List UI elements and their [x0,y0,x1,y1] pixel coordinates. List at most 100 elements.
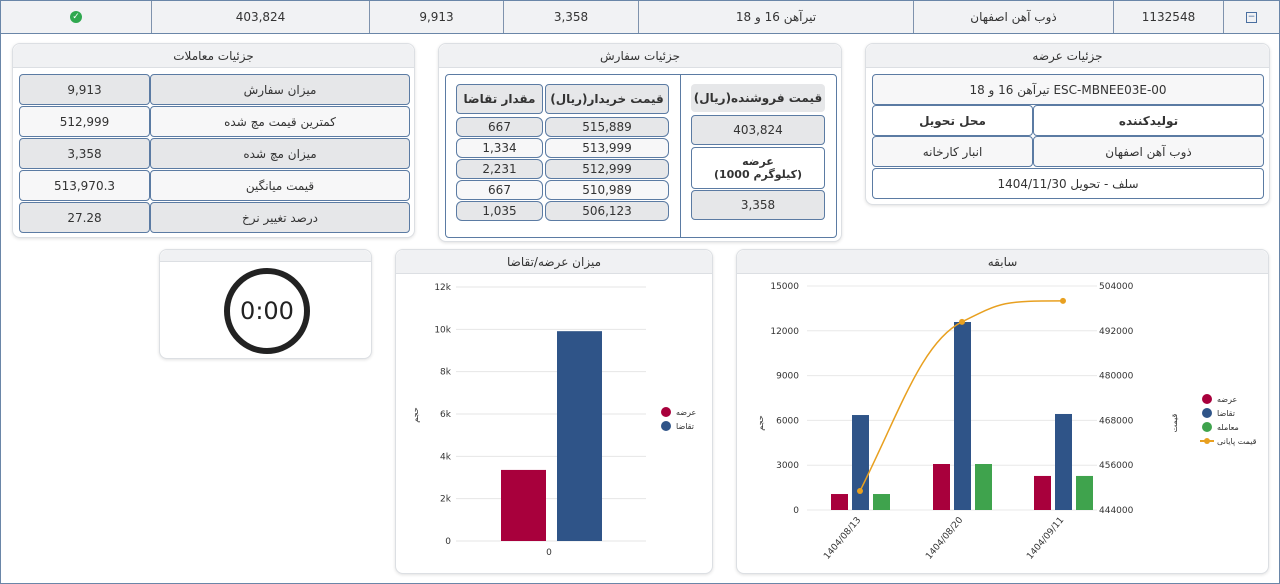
bar-2-0 [873,494,890,510]
supply-details-panel: جزئیات عرضه تیرآهن 16 و 18 ESC-MBNEE03E-… [865,43,1270,205]
producer-value: ذوب آهن اصفهان [1033,136,1264,167]
supply-unit-label: (1000 کیلوگرم) [713,168,803,181]
seller-price-value: 403,824 [691,115,825,145]
seller-price-header: قیمت فروشنده(ریال) [691,84,825,112]
panel-title: جزئیات سفارش [439,44,841,68]
minus-square-icon[interactable]: − [1246,11,1257,23]
bar-1-0 [852,415,869,510]
bar-2-1 [975,464,992,510]
y-tick-label: 15000 [770,282,799,292]
trade-value: 27.28 [19,202,150,233]
x-tick-label: 1404/08/20 [924,515,965,561]
trade-value: 3,358 [19,138,150,169]
legend-label: تقاضا [1217,409,1235,418]
trade-value: 513,970.3 [19,170,150,201]
timer-panel: 0:00 [159,249,372,359]
trade-details-panel: جزئیات معاملات 9,913 میزان سفارش 512,999 … [12,43,415,238]
x-tick-label: 1404/09/11 [1025,516,1066,562]
bar-0-1 [933,464,950,510]
y-tick-label: 0 [445,537,451,547]
order-volume-cell: 9,913 [369,1,503,33]
legend-label: قیمت پایانی [1217,437,1257,446]
bid-qty: 1,035 [456,201,543,221]
legend-label: تقاضا [676,422,694,431]
y-tick-label: 9000 [776,372,799,382]
bid-qty: 1,334 [456,138,543,158]
status-cell: ✓ [1,1,151,33]
legend-marker [661,407,671,417]
trade-label: میزان مچ شده [150,138,410,169]
bar-0-0 [831,494,848,510]
order-details-panel: جزئیات سفارش مقدار تقاضا قیمت خریدار(ریا… [438,43,842,242]
location-header: محل تحویل [872,105,1033,136]
bid-qty: 667 [456,117,543,137]
bid-price: 506,123 [545,201,669,221]
y2-axis-label: قیمت [1170,413,1179,432]
bar-1-1 [954,321,971,510]
y-tick-label: 6k [440,410,452,420]
chart-title: سابقه [737,250,1268,274]
y-tick-label: 4k [440,452,452,462]
trade-label: کمترین قیمت مچ شده [150,106,410,137]
y2-tick-label: 444000 [1099,506,1134,516]
y-tick-label: 2k [440,495,452,505]
y-tick-label: 12k [434,283,451,293]
y2-tick-label: 492000 [1099,327,1134,337]
y2-tick-label: 480000 [1099,372,1134,382]
y-tick-label: 0 [793,506,799,516]
panel-title: جزئیات معاملات [13,44,414,68]
x-tick-label: 0 [546,548,552,558]
bar-0-2 [1034,475,1051,510]
supply-cell: 3,358 [503,1,638,33]
trade-label: میزان سفارش [150,74,410,105]
price-point [1060,297,1066,304]
code-cell: 1132548 [1113,1,1223,33]
order-book [445,74,837,238]
producer-cell: ذوب آهن اصفهان [913,1,1113,33]
check-circle-icon: ✓ [70,11,82,23]
legend-marker [1204,438,1210,444]
supply-header-label: عرضه [742,155,774,168]
legend-marker [1202,394,1212,404]
legend-marker [1202,408,1212,418]
panel-title: جزئیات عرضه [866,44,1269,68]
legend-marker [1202,422,1212,432]
bar-0 [501,469,546,541]
y2-tick-label: 456000 [1099,461,1134,471]
supply-demand-panel: میزان عرضه/تقاضا 0 2k 4k 6k 8k 10k 12k حجم عرضه ت… [395,249,713,574]
demand-header: مقدار تقاضا [456,84,543,114]
price-point [959,318,965,325]
price-point [857,487,863,494]
y-tick-label: 3000 [776,461,799,471]
price-line [859,300,1064,492]
countdown-timer: 0:00 [224,268,310,354]
bar-1 [557,331,602,541]
seller-price-cell: 403,824 [151,1,369,33]
y2-tick-label: 468000 [1099,416,1134,426]
bid-price: 512,999 [545,159,669,179]
product-cell: تیرآهن 16 و 18 [638,1,913,33]
trade-label: درصد تغییر نرخ [150,202,410,233]
product-code: تیرآهن 16 و 18 ESC-MBNEE03E-00 [872,74,1264,105]
y-axis-label: حجم [411,407,420,422]
summary-row[interactable]: ✓ 403,824 9,913 3,358 تیرآهن 16 و 18 ذوب… [1,1,1279,34]
y-tick-label: 12000 [770,327,799,337]
bid-qty: 2,231 [456,159,543,179]
supply-header: عرضه (1000 کیلوگرم) [691,147,825,189]
trade-value: 512,999 [19,106,150,137]
legend-marker [661,421,671,431]
supply-demand-chart: 0 2k 4k 6k 8k 10k 12k حجم عرضه تقاضا 0 [411,283,696,558]
bar-1-2 [1055,413,1072,510]
supply-value: 3,358 [691,190,825,220]
producer-header: تولیدکننده [1033,105,1264,136]
x-tick-label: 1404/08/13 [822,516,863,562]
y-tick-label: 6000 [776,416,799,426]
bid-price: 515,889 [545,117,669,137]
legend-label: عرضه [1217,395,1237,404]
collapse-toggle[interactable]: − [1223,1,1279,33]
legend-label: معامله [1217,423,1239,432]
history-panel: سابقه 0 444000 3000 456000 6000 468000 9000 480… [736,249,1269,574]
bid-qty: 667 [456,180,543,200]
y-axis-label: حجم [756,415,765,430]
location-value: انبار کارخانه [872,136,1033,167]
